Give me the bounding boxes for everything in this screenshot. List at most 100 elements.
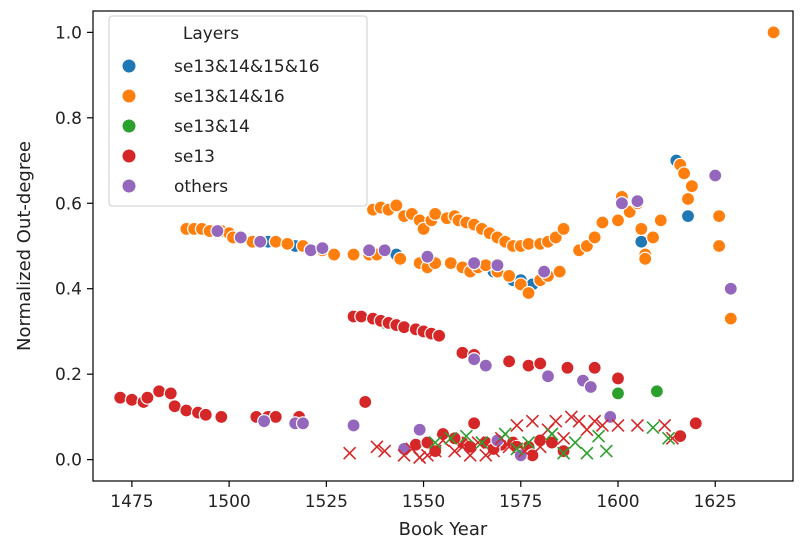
- scatter-point: [346, 247, 361, 262]
- scatter-point: [583, 379, 598, 395]
- scatter-point: [478, 358, 493, 373]
- scatter-point: [268, 234, 283, 249]
- scatter-point: [253, 234, 268, 249]
- scatter-point: [478, 258, 493, 273]
- scatter-point: [587, 360, 602, 375]
- scatter-point: [521, 358, 536, 373]
- x-tick-label: 1625: [694, 492, 737, 512]
- scatter-point: [614, 196, 629, 211]
- scatter-point: [634, 221, 649, 237]
- x-marker-point: [498, 427, 512, 441]
- scatter-point: [610, 213, 626, 228]
- scatter-point: [257, 414, 272, 429]
- scatter-point: [467, 416, 482, 431]
- scatter-point: [684, 179, 699, 194]
- scatter-point: [502, 354, 517, 369]
- x-marker-point: [436, 433, 450, 447]
- y-tick-label: 0.6: [55, 194, 82, 214]
- x-marker-point: [510, 418, 524, 433]
- x-marker-point: [475, 435, 489, 450]
- x-marker-point: [343, 446, 357, 460]
- x-marker-point: [444, 431, 458, 445]
- y-tick-label: 0.4: [55, 280, 82, 300]
- legend-label: se13&14: [174, 117, 250, 137]
- legend-marker: [121, 178, 137, 194]
- legend-entry: se13&14&15&16: [121, 57, 320, 77]
- scatter-point: [389, 198, 404, 213]
- scatter-point: [677, 166, 692, 181]
- scatter-point: [712, 238, 727, 254]
- scatter-point: [556, 443, 571, 459]
- x-marker-point: [646, 421, 660, 435]
- scatter-point: [377, 243, 392, 258]
- y-tick-label: 0.2: [55, 365, 82, 385]
- legend-marker: [121, 58, 137, 74]
- legend-label: others: [174, 177, 228, 197]
- scatter-point: [140, 390, 155, 405]
- scatter-point: [645, 230, 661, 245]
- x-marker-point: [463, 448, 477, 462]
- scatter-point: [467, 255, 482, 271]
- x-marker-point: [591, 429, 606, 443]
- scatter-point: [167, 399, 182, 414]
- x-marker-point: [556, 446, 571, 460]
- x-tick-label: 1500: [207, 492, 250, 512]
- scatter-point: [124, 392, 139, 407]
- scatter-point: [354, 309, 369, 324]
- scatter-point: [432, 328, 447, 343]
- x-marker-point: [611, 418, 625, 433]
- scatter-point: [688, 416, 703, 431]
- scatter-point: [268, 409, 283, 425]
- scatter-point: [346, 418, 361, 433]
- y-axis: 0.0 0.2 0.4 0.6 0.8 1.0: [55, 23, 93, 471]
- legend-entry: se13&14: [121, 117, 250, 137]
- scatter-point: [210, 223, 225, 239]
- scatter-point: [214, 409, 229, 425]
- x-marker-point: [549, 414, 563, 428]
- scatter-point: [358, 394, 373, 410]
- x-marker-point: [545, 427, 559, 441]
- scatter-point: [315, 241, 330, 256]
- x-marker-point: [521, 435, 536, 450]
- scatter-point: [362, 243, 377, 258]
- legend-entry: others: [121, 177, 228, 197]
- x-marker-point: [568, 435, 582, 450]
- series-1: [179, 25, 781, 326]
- x-marker-point: [525, 414, 540, 428]
- legend-entry: se13: [121, 147, 215, 167]
- y-tick-label: 0.0: [55, 451, 82, 471]
- scatter-point: [490, 258, 505, 273]
- x-axis-label: Book Year: [399, 519, 488, 540]
- y-tick-label: 0.8: [55, 109, 82, 129]
- scatter-point: [638, 251, 653, 266]
- x-marker-point: [665, 431, 680, 445]
- x-marker-point: [564, 410, 578, 424]
- legend: Layers se13&14&15&16 se13&14&16 se13&14 se1…: [108, 15, 368, 207]
- scatter-point: [327, 247, 342, 262]
- scatter-point: [723, 281, 738, 296]
- scatter-point: [303, 243, 318, 258]
- scatter-point: [280, 236, 295, 251]
- scatter-point: [610, 386, 626, 401]
- scatter-point: [152, 384, 167, 399]
- scatter-point: [540, 369, 556, 384]
- legend-marker: [121, 148, 137, 164]
- legend-marker: [121, 118, 137, 134]
- scatter-point: [708, 168, 723, 183]
- x-marker-point: [471, 435, 485, 450]
- scatter-point: [502, 268, 517, 284]
- x-marker-point: [397, 448, 411, 462]
- x-marker-point: [459, 429, 473, 443]
- x-marker-point: [661, 431, 676, 445]
- scatter-point: [420, 249, 435, 264]
- scatter-point: [295, 416, 311, 431]
- scatter-point: [397, 320, 412, 335]
- x-marker-point: [599, 444, 613, 458]
- scatter-point: [233, 230, 248, 245]
- scatter-point: [723, 311, 738, 326]
- scatter-point: [680, 191, 696, 207]
- x-marker-point: [588, 414, 602, 428]
- legend-entry: se13&14&16: [121, 87, 285, 107]
- x-marker-point: [658, 418, 672, 433]
